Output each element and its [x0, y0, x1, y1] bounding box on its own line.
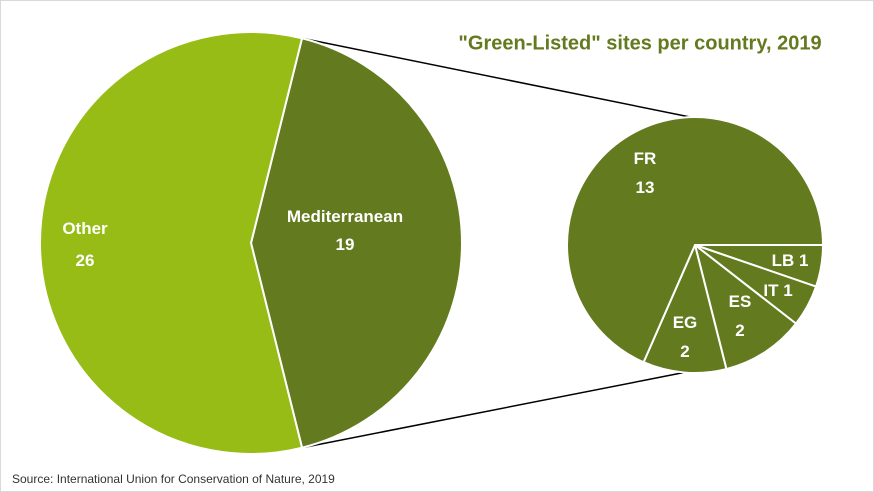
slice-label-text: FR: [634, 149, 657, 168]
slice-label-text: ES: [729, 292, 752, 311]
slice-label-part: 19: [336, 235, 355, 254]
slice-label-part: 1: [778, 281, 792, 300]
slice-label-text: 2: [680, 342, 689, 361]
slice-label-text: Other: [62, 219, 108, 238]
connector-line: [301, 371, 685, 449]
pie-slice: [39, 31, 304, 455]
slice-label-part: 13: [636, 178, 655, 197]
slice-label-part: 26: [76, 251, 95, 270]
slice-label: Mediterranean 19: [287, 207, 403, 254]
slice-label-part: ES: [729, 292, 752, 311]
slice-label-text: 19: [336, 235, 355, 254]
slice-label: FR 13: [634, 149, 657, 197]
slice-label-part: FR: [634, 149, 657, 168]
slice-label-text: LB: [772, 251, 795, 270]
connector-lines: [301, 37, 691, 449]
slice-label-part: EG: [673, 313, 698, 332]
slice-label-part: 2: [680, 342, 689, 361]
slice-label-text: 1: [783, 281, 792, 300]
slice-label: IT 1: [763, 281, 792, 300]
slice-label-part: 1: [794, 251, 808, 270]
slice-label-part: 2: [735, 321, 744, 340]
slice-label: EG 2: [673, 313, 698, 361]
slice-label: ES 2: [729, 292, 752, 340]
pie-slice: [642, 241, 728, 374]
slice-label: LB 1: [772, 251, 809, 270]
slice-label-text: 26: [76, 251, 95, 270]
slice-label-part: LB: [772, 251, 795, 270]
slice-label: Other 26: [62, 219, 108, 270]
pie-slice: [693, 242, 798, 371]
slice-label-text: IT: [763, 281, 779, 300]
connector-line: [301, 37, 691, 118]
slice-label-part: Mediterranean: [287, 207, 403, 226]
slice-label-part: Other: [62, 219, 108, 238]
chart-title: "Green-Listed" sites per country, 2019: [458, 32, 821, 54]
pies: [39, 31, 825, 455]
slice-label-part: IT: [763, 281, 779, 300]
slice-label-text: 2: [735, 321, 744, 340]
slice-label-text: EG: [673, 313, 698, 332]
slice-label-text: 13: [636, 178, 655, 197]
slice-label-text: Mediterranean: [287, 207, 403, 226]
slice-label-text: 1: [799, 251, 808, 270]
pie-slice: [249, 37, 463, 449]
source-note: Source: International Union for Conserva…: [12, 472, 335, 486]
pie-slice: [566, 116, 825, 364]
